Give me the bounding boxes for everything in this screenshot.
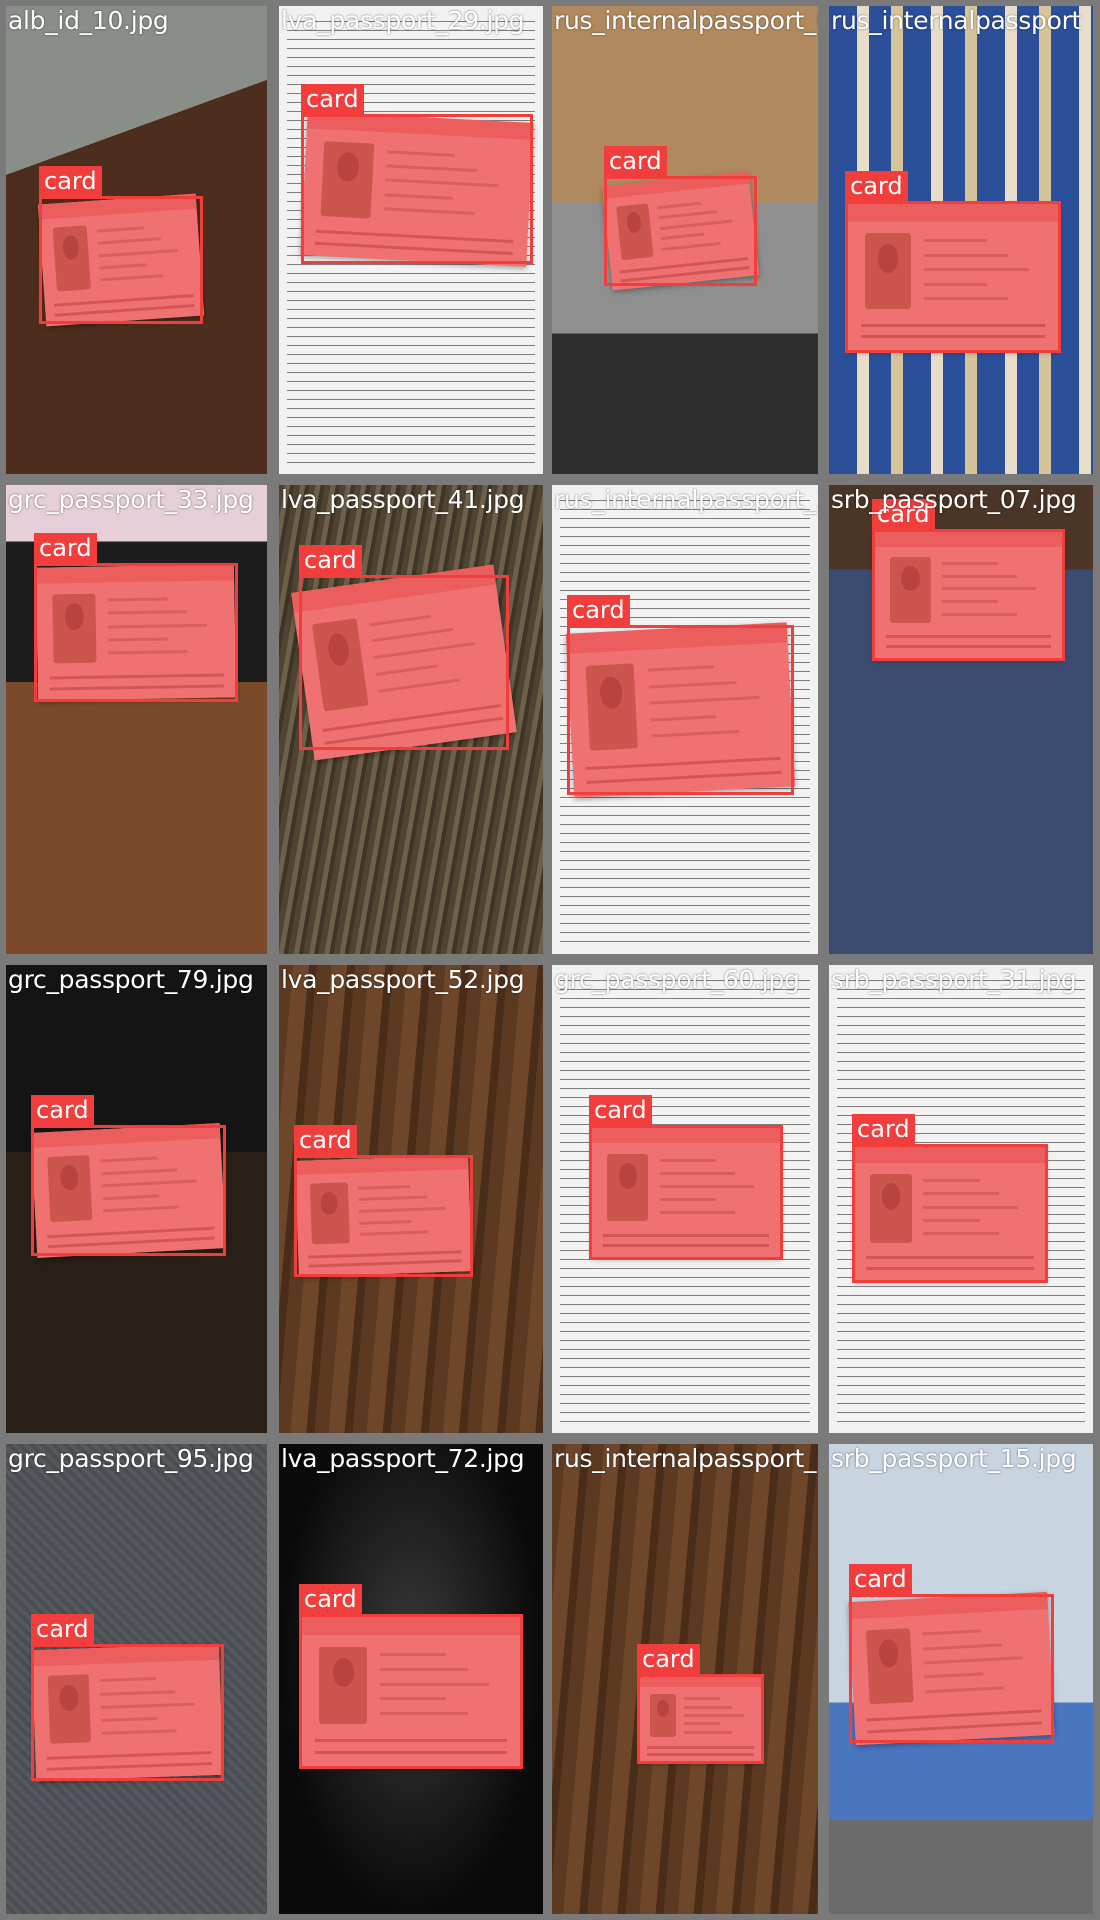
class-label: card [31,1614,94,1644]
bounding-box [301,114,533,264]
bounding-box [39,196,203,324]
class-label: card [31,1095,94,1125]
bounding-box [604,176,757,286]
image-filename: rus_internalpassport [831,6,1082,35]
bounding-box [872,529,1065,661]
bounding-box [294,1155,473,1277]
bounding-box [845,201,1061,353]
result-tile: card rus_internalpassport [829,6,1093,474]
bounding-box [299,575,509,750]
class-label: card [567,595,630,625]
class-label: card [299,1584,362,1614]
bounding-box [34,563,238,702]
image-filename: rus_internalpassport_30.jpg [554,485,818,514]
segmentation-mask [855,1147,1045,1280]
class-label: card [294,1125,357,1155]
class-label: card [637,1644,700,1674]
result-tile: card lva_passport_52.jpg [279,965,543,1433]
image-filename: grc_passport_95.jpg [8,1444,254,1473]
result-tile: card rus_internalpassport_06.jpg [552,6,818,474]
result-tile: card lva_passport_29.jpg [279,6,543,474]
image-filename: srb_passport_31.jpg [831,965,1077,994]
class-label: card [299,545,362,575]
bounding-box [589,1125,783,1260]
class-label: card [39,166,102,196]
bounding-box [299,1614,523,1769]
result-tile: card srb_passport_07.jpg [829,485,1093,954]
segmentation-mask [848,204,1058,350]
class-label: card [852,1114,915,1144]
segmentation-mask [875,532,1062,658]
result-tile: card grc_passport_95.jpg [6,1444,267,1914]
class-label: card [604,146,667,176]
bounding-box [852,1144,1048,1283]
class-label: card [849,1564,912,1594]
bounding-box [849,1594,1054,1743]
bounding-box [637,1674,764,1764]
result-tile: card rus_internalpassport_59.jpg [552,1444,818,1914]
result-tile: card lva_passport_72.jpg [279,1444,543,1914]
result-tile: card srb_passport_15.jpg [829,1444,1093,1914]
result-tile: card grc_passport_33.jpg [6,485,267,954]
image-filename: lva_passport_29.jpg [281,6,525,35]
image-filename: grc_passport_60.jpg [554,965,800,994]
image-filename: grc_passport_79.jpg [8,965,254,994]
class-label: card [34,533,97,563]
image-filename: srb_passport_15.jpg [831,1444,1077,1473]
image-filename: rus_internalpassport_06.jpg [554,6,818,35]
image-filename: srb_passport_07.jpg [831,485,1077,514]
result-tile: card grc_passport_60.jpg [552,965,818,1433]
segmentation-mask [302,1617,520,1766]
image-filename: lva_passport_72.jpg [281,1444,525,1473]
bounding-box [31,1644,224,1781]
segmentation-mask [640,1677,761,1761]
result-tile: card lva_passport_41.jpg [279,485,543,954]
result-tile: card alb_id_10.jpg [6,6,267,474]
result-tile: card grc_passport_79.jpg [6,965,267,1433]
image-filename: grc_passport_33.jpg [8,485,254,514]
image-filename: lva_passport_52.jpg [281,965,525,994]
class-label: card [845,171,908,201]
image-filename: alb_id_10.jpg [8,6,169,35]
bounding-box [31,1125,226,1256]
result-tile: card srb_passport_31.jpg [829,965,1093,1433]
image-filename: lva_passport_41.jpg [281,485,525,514]
class-label: card [589,1095,652,1125]
class-label: card [872,499,935,529]
image-filename: rus_internalpassport_59.jpg [554,1444,818,1473]
segmentation-mask [592,1128,780,1257]
bounding-box [567,625,794,795]
class-label: card [301,84,364,114]
result-tile: card rus_internalpassport_30.jpg [552,485,818,954]
